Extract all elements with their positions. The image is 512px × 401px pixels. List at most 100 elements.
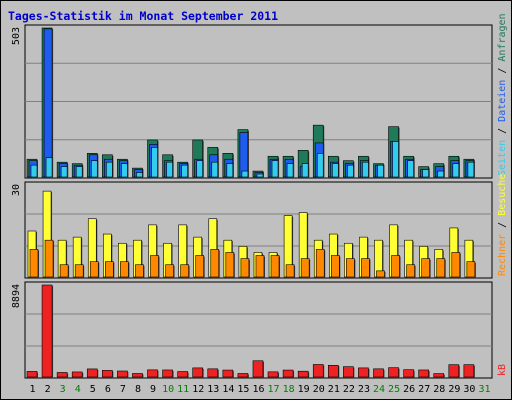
x-label-day-21: 21 xyxy=(328,384,340,395)
x-label-day-6: 6 xyxy=(105,384,111,395)
bar-rechner-day-4 xyxy=(74,264,84,278)
x-label-day-3: 3 xyxy=(60,384,66,395)
legend-entry: / xyxy=(497,122,508,140)
bar-seiten-day-14 xyxy=(226,163,234,178)
bar-kb-day-30 xyxy=(463,364,475,378)
bar-kb-day-5 xyxy=(86,368,98,378)
bar-seiten-day-3 xyxy=(60,166,68,178)
legend-entry: Dateien xyxy=(497,80,508,122)
bar-kb-day-14 xyxy=(222,369,234,378)
bar-rechner-day-20 xyxy=(315,249,325,278)
bar-rechner-day-21 xyxy=(330,255,340,278)
bar-kb-day-17 xyxy=(267,371,279,378)
x-label-day-20: 20 xyxy=(313,384,325,395)
bar-rechner-day-9 xyxy=(150,255,159,278)
bar-seiten-day-27 xyxy=(422,169,429,178)
bar-rechner-day-10 xyxy=(165,264,174,278)
bar-kb-day-8 xyxy=(132,373,143,378)
bar-seiten-day-11 xyxy=(181,164,188,178)
x-label-day-27: 27 xyxy=(418,384,430,395)
x-label-day-31: 31 xyxy=(478,384,490,395)
bar-rechner-day-11 xyxy=(180,264,189,278)
bar-seiten-day-10 xyxy=(166,161,173,178)
legend-entry: Seiten xyxy=(497,140,508,176)
bar-dateien-day-15 xyxy=(239,132,249,178)
bar-kb-day-21 xyxy=(327,365,339,378)
x-label-day-14: 14 xyxy=(222,384,234,395)
bar-rechner-day-5 xyxy=(89,261,99,278)
x-label-day-24: 24 xyxy=(373,384,385,395)
bar-kb-day-18 xyxy=(282,369,294,378)
bar-seiten-day-22 xyxy=(347,164,354,178)
bar-seiten-day-30 xyxy=(467,161,475,178)
legend-middle: Rechner / Besuche xyxy=(497,174,508,276)
bar-kb-day-20 xyxy=(312,364,324,378)
bar-seiten-day-15 xyxy=(241,170,249,178)
bar-rechner-day-18 xyxy=(285,264,295,278)
bar-kb-day-12 xyxy=(192,367,204,378)
bar-kb-day-7 xyxy=(117,370,128,378)
bar-kb-day-15 xyxy=(237,373,249,378)
bar-seiten-day-8 xyxy=(136,172,143,178)
bar-dateien-day-2 xyxy=(43,28,53,178)
bar-seiten-day-4 xyxy=(75,166,83,178)
y-max-label-middle: 30 xyxy=(11,184,22,196)
x-label-day-16: 16 xyxy=(252,384,264,395)
bar-seiten-day-20 xyxy=(316,153,324,178)
bar-kb-day-11 xyxy=(177,371,188,378)
bar-seiten-day-9 xyxy=(151,147,158,178)
bar-rechner-day-6 xyxy=(105,261,114,278)
x-label-day-23: 23 xyxy=(358,384,370,395)
legend-entry: / xyxy=(497,216,508,234)
bar-rechner-day-30 xyxy=(466,261,476,278)
x-label-day-19: 19 xyxy=(298,384,310,395)
x-label-day-8: 8 xyxy=(135,384,141,395)
legend-entry: Rechner xyxy=(497,234,508,276)
bar-kb-day-13 xyxy=(207,368,219,378)
x-label-day-5: 5 xyxy=(90,384,96,395)
x-label-day-13: 13 xyxy=(207,384,219,395)
bar-kb-day-9 xyxy=(147,369,158,378)
bar-rechner-day-7 xyxy=(120,261,129,278)
bar-kb-day-29 xyxy=(448,364,460,378)
x-label-day-29: 29 xyxy=(448,384,460,395)
bar-rechner-day-1 xyxy=(29,249,39,278)
bar-kb-day-1 xyxy=(26,371,38,378)
bar-kb-day-23 xyxy=(358,367,369,378)
bar-seiten-day-1 xyxy=(30,164,38,178)
bar-seiten-day-6 xyxy=(106,161,113,178)
x-label-day-2: 2 xyxy=(45,384,51,395)
x-label-day-9: 9 xyxy=(150,384,156,395)
chart-title: Tages-Statistik im Monat September 2011 xyxy=(8,9,279,23)
bar-kb-day-2 xyxy=(41,284,53,378)
legend-top: Seiten / Dateien / Anfragen xyxy=(497,13,508,176)
bar-seiten-day-24 xyxy=(377,164,384,178)
x-label-day-12: 12 xyxy=(192,384,204,395)
bar-seiten-day-21 xyxy=(331,163,339,178)
bar-seiten-day-17 xyxy=(271,160,279,178)
bar-seiten-day-19 xyxy=(301,163,309,178)
y-max-label-bottom: 8894 xyxy=(11,284,22,308)
bar-rechner-day-8 xyxy=(135,264,144,278)
bar-kb-day-10 xyxy=(162,369,173,378)
bar-kb-day-3 xyxy=(56,372,68,378)
bar-kb-day-27 xyxy=(418,369,429,378)
bar-kb-day-28 xyxy=(433,373,445,378)
bar-rechner-day-13 xyxy=(210,249,220,278)
x-label-day-22: 22 xyxy=(343,384,355,395)
bar-kb-day-4 xyxy=(71,371,83,378)
bar-rechner-day-23 xyxy=(361,258,370,278)
bar-rechner-day-16 xyxy=(255,255,265,278)
bar-kb-day-6 xyxy=(102,370,113,378)
legend-entry: kB xyxy=(497,364,508,376)
bar-kb-day-26 xyxy=(403,369,414,378)
legend-entry: Anfragen xyxy=(497,13,508,61)
x-label-day-30: 30 xyxy=(463,384,475,395)
bar-seiten-day-16 xyxy=(256,173,264,178)
bar-seiten-day-29 xyxy=(452,163,460,178)
bar-seiten-day-23 xyxy=(362,161,369,178)
bar-rechner-day-25 xyxy=(391,255,400,278)
bar-seiten-day-18 xyxy=(286,163,294,178)
